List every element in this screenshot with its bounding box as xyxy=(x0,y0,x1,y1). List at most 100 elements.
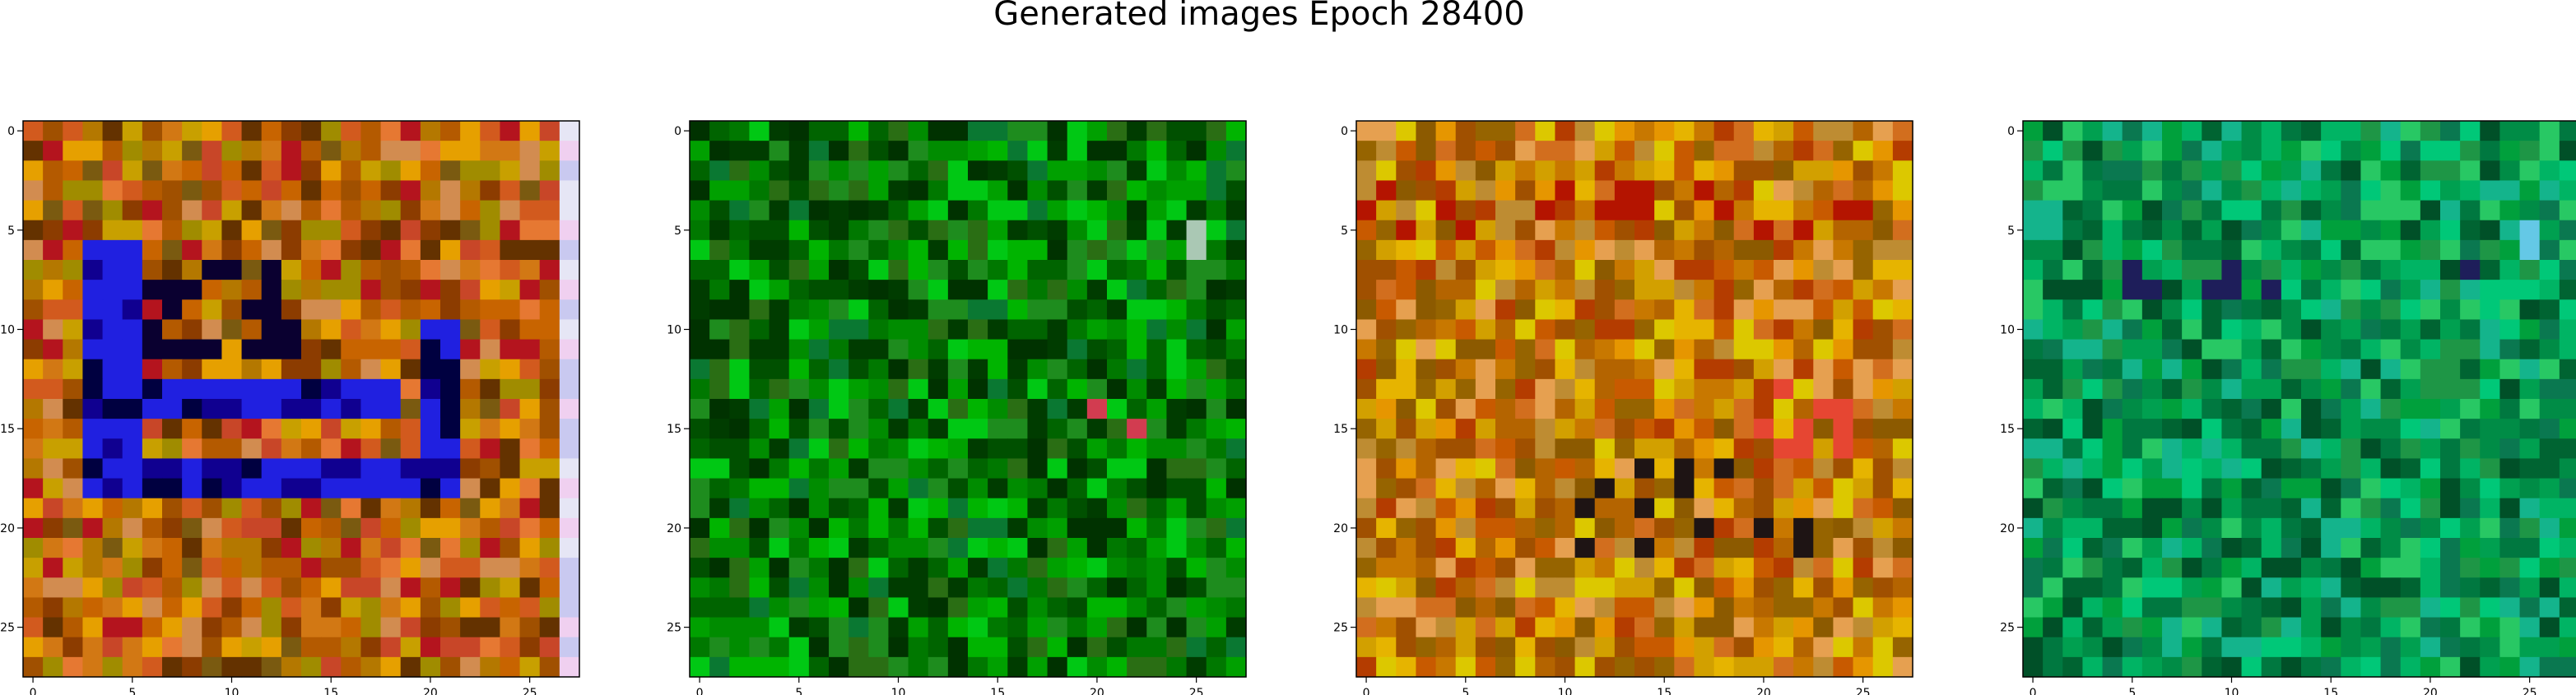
pixel-cell xyxy=(1654,458,1675,480)
pixel-cell xyxy=(202,299,223,321)
x-tick-label: 5 xyxy=(795,687,802,695)
pixel-cell xyxy=(1455,220,1476,241)
pixel-cell xyxy=(1535,438,1556,460)
y-tick-label: 25 xyxy=(2000,622,2015,635)
pixel-cell xyxy=(1356,617,1377,638)
pixel-cell xyxy=(968,260,988,280)
pixel-cell xyxy=(440,419,461,439)
pixel-cell xyxy=(1495,339,1516,360)
pixel-cell xyxy=(1027,517,1049,539)
pixel-cell xyxy=(2102,299,2123,321)
pixel-cell xyxy=(1416,200,1437,221)
pixel-cell xyxy=(849,478,869,499)
pixel-cell xyxy=(2519,617,2541,638)
y-tick-label: 25 xyxy=(1333,622,1348,635)
pixel-cell xyxy=(480,378,501,400)
pixel-cell xyxy=(1206,419,1227,439)
pixel-cell xyxy=(43,458,63,480)
pixel-cell xyxy=(2301,160,2322,182)
pixel-cell xyxy=(1047,319,1068,341)
pixel-cell xyxy=(2499,180,2521,202)
pixel-cell xyxy=(1833,121,1854,141)
x-tick-label: 10 xyxy=(225,687,239,695)
pixel-cell xyxy=(301,141,322,161)
pixel-cell xyxy=(1614,378,1635,400)
pixel-cell xyxy=(460,637,481,658)
pixel-cell xyxy=(2321,141,2341,161)
pixel-cell xyxy=(2043,538,2063,558)
pixel-cell xyxy=(500,399,521,419)
pixel-cell xyxy=(1127,359,1147,380)
pixel-cell xyxy=(1614,239,1635,261)
pixel-cell xyxy=(2082,458,2104,480)
pixel-cell xyxy=(1813,597,1834,619)
pixel-cell xyxy=(2480,558,2501,578)
pixel-cell xyxy=(2440,359,2461,380)
pixel-cell xyxy=(559,656,580,678)
pixel-cell xyxy=(2539,498,2560,519)
pixel-cell xyxy=(968,339,988,360)
pixel-cell xyxy=(1614,538,1635,558)
pixel-cell xyxy=(1713,180,1735,202)
pixel-cell xyxy=(1396,478,1417,499)
pixel-cell xyxy=(2043,200,2063,221)
pixel-cell xyxy=(2420,141,2441,161)
pixel-cell xyxy=(82,577,104,599)
pixel-cell xyxy=(241,180,263,202)
pixel-cell xyxy=(1107,419,1128,439)
pixel-cell xyxy=(1396,299,1417,321)
pixel-cell xyxy=(2400,200,2421,221)
pixel-cell xyxy=(2321,558,2341,578)
pixel-cell xyxy=(1892,339,1913,360)
pixel-cell xyxy=(1774,180,1794,202)
pixel-cell xyxy=(1047,438,1068,460)
pixel-cell xyxy=(1674,438,1695,460)
pixel-cell xyxy=(2102,656,2123,678)
pixel-cell xyxy=(202,319,223,341)
pixel-cell xyxy=(1853,399,1874,419)
pixel-cell xyxy=(102,220,123,241)
pixel-cell xyxy=(122,458,143,480)
pixel-cell xyxy=(2380,121,2402,141)
pixel-cell xyxy=(849,239,869,261)
pixel-cell xyxy=(2519,419,2541,439)
pixel-cell xyxy=(241,656,263,678)
pixel-cell xyxy=(221,239,243,261)
pixel-cell xyxy=(539,558,560,578)
pixel-cell xyxy=(1416,180,1437,202)
pixel-cell xyxy=(2221,419,2243,439)
pixel-cell xyxy=(440,359,461,380)
pixel-cell xyxy=(2539,478,2560,499)
pixel-cell xyxy=(2241,498,2262,519)
pixel-cell xyxy=(182,399,202,419)
pixel-cell xyxy=(2440,200,2461,221)
pixel-cell xyxy=(2023,517,2044,539)
pixel-cell xyxy=(1793,121,1814,141)
pixel-cell xyxy=(2082,637,2104,658)
pixel-cell xyxy=(1027,299,1049,321)
pixel-cell xyxy=(2162,280,2183,300)
pixel-cell xyxy=(2341,299,2362,321)
pixel-cell xyxy=(1146,339,1168,360)
pixel-cell xyxy=(1086,656,1108,678)
pixel-cell xyxy=(908,538,929,558)
pixel-cell xyxy=(2559,220,2576,241)
pixel-cell xyxy=(1713,378,1735,400)
pixel-cell xyxy=(1614,558,1635,578)
pixel-cell xyxy=(1733,141,1755,161)
pixel-cell xyxy=(1435,577,1457,599)
pixel-cell xyxy=(2380,399,2402,419)
pixel-cell xyxy=(808,478,830,499)
pixel-cell xyxy=(480,339,501,360)
pixel-cell xyxy=(1027,378,1049,400)
pixel-cell xyxy=(360,538,382,558)
pixel-cell xyxy=(2082,359,2104,380)
y-tick-label: 0 xyxy=(2007,125,2015,138)
pixel-cell xyxy=(2341,458,2362,480)
pixel-cell xyxy=(1515,438,1536,460)
pixel-cell xyxy=(1674,617,1695,638)
pixel-cell xyxy=(729,319,751,341)
pixel-cell xyxy=(2261,458,2282,480)
pixel-cell xyxy=(1475,260,1496,280)
pixel-cell xyxy=(2499,458,2521,480)
